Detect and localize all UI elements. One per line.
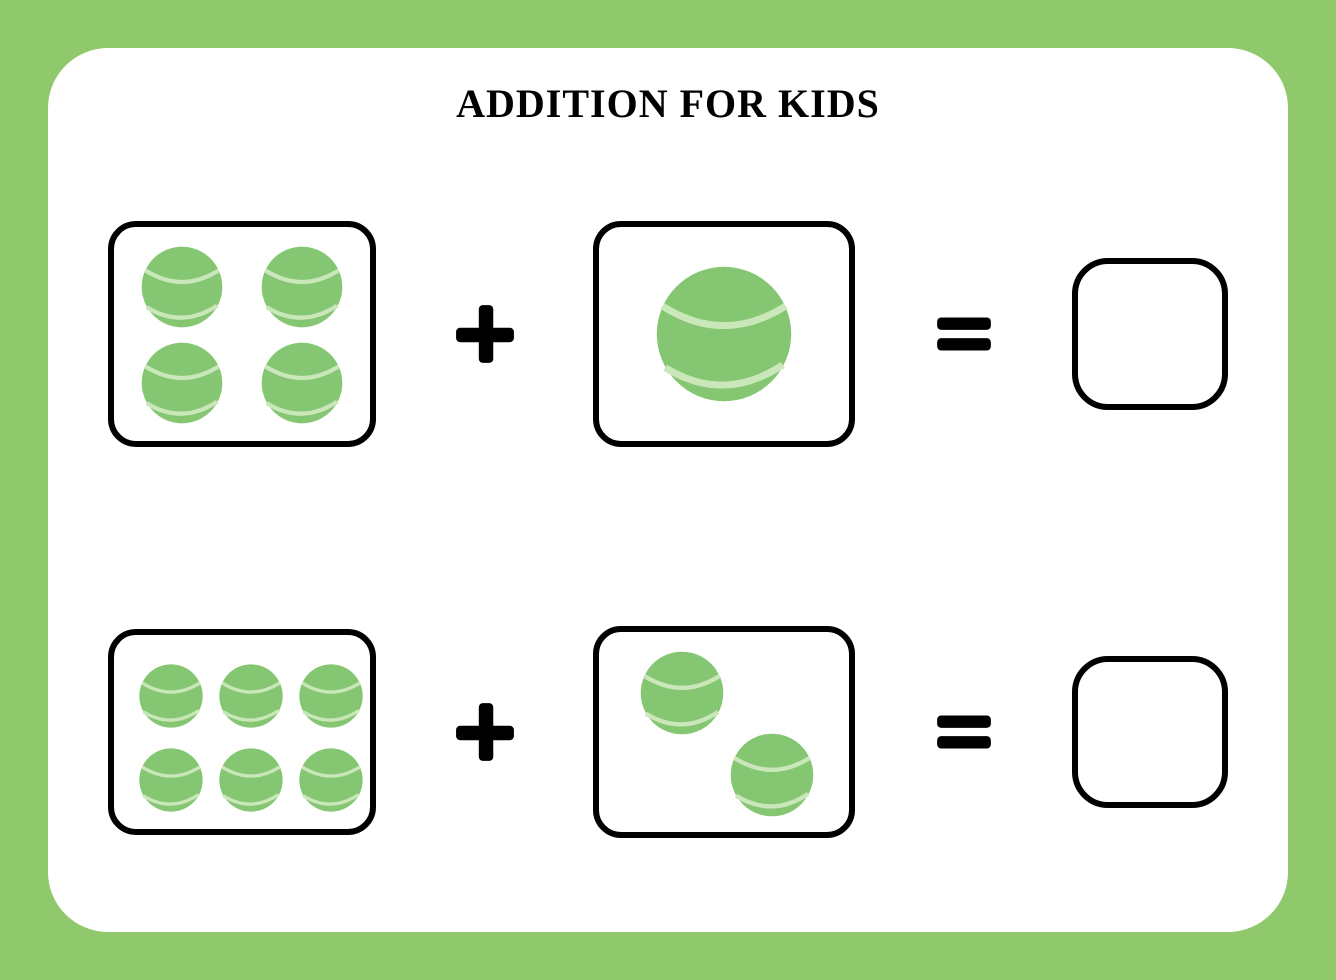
operand-box-1-right [593,221,855,447]
worksheet-title: ADDITION FOR KIDS [456,80,880,127]
tennis-ball-icon [639,650,725,736]
tennis-ball-icon [298,747,364,813]
problem-row-2 [108,626,1228,838]
outer-frame: ADDITION FOR KIDS [0,0,1336,980]
problem-row-1 [108,221,1228,447]
answer-box-1[interactable] [1072,258,1228,410]
plus-icon [454,701,516,763]
problems-container [108,167,1228,892]
equals-icon [933,701,995,763]
balls-diag [599,632,849,832]
tennis-ball-icon [218,747,284,813]
tennis-ball-icon [729,732,815,818]
operand-box-1-left [108,221,376,447]
equals-icon [933,303,995,365]
tennis-ball-icon [260,341,344,425]
answer-box-2[interactable] [1072,656,1228,808]
tennis-ball-icon [218,663,284,729]
tennis-ball-icon [140,245,224,329]
worksheet-card: ADDITION FOR KIDS [48,48,1288,932]
tennis-ball-icon [260,245,344,329]
plus-icon [454,303,516,365]
tennis-ball-icon [138,663,204,729]
tennis-ball-icon [654,264,794,404]
operand-box-2-right [593,626,855,838]
tennis-ball-icon [138,747,204,813]
balls-grid [599,227,849,441]
balls-grid [114,635,370,829]
operand-box-2-left [108,629,376,835]
balls-grid [114,227,370,441]
tennis-ball-icon [298,663,364,729]
tennis-ball-icon [140,341,224,425]
